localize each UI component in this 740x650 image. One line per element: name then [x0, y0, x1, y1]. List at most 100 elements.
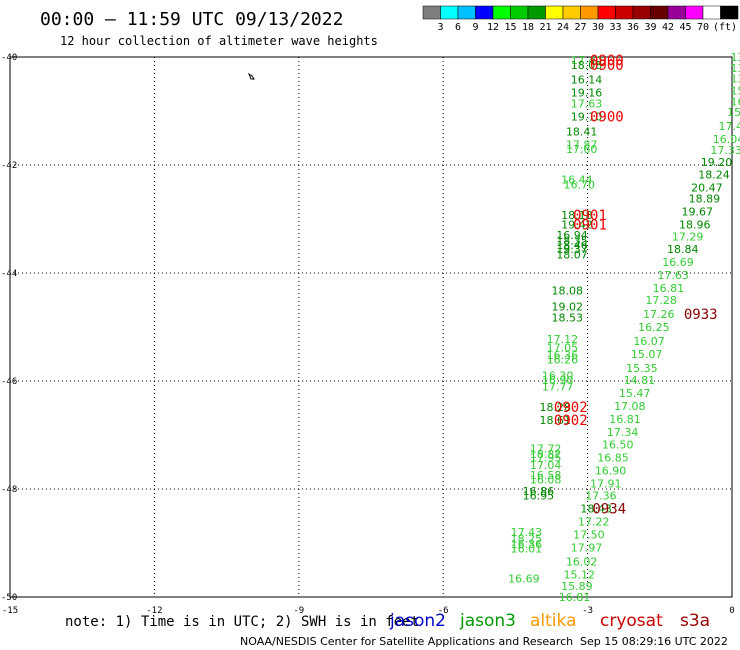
x-tick-label: -6 [438, 606, 449, 616]
pass-time-label: 0902 [554, 400, 588, 416]
y-tick-label: -42 [1, 161, 17, 171]
pass-time-label: 0901 [573, 217, 607, 233]
wave-height-point: 18.28 [539, 401, 571, 414]
wave-height-point: 13.4 [731, 62, 740, 75]
wave-height-point: 17.50 [573, 528, 605, 541]
wave-height-point: 18.96 [679, 218, 711, 231]
wave-height-point: 18.07 [556, 249, 588, 262]
wave-height-point: 17.63 [571, 97, 603, 110]
wave-height-point: 17.77 [542, 380, 574, 393]
wave-height-point: 13.7 [731, 51, 740, 64]
wave-height-point: 16.90 [542, 374, 574, 387]
wave-height-point: 19.16 [571, 87, 603, 100]
pass-time-label: 0901 [573, 208, 607, 224]
x-tick-label: 0 [729, 606, 734, 616]
wave-height-point: 16.69 [662, 256, 694, 269]
color-swatch [580, 5, 599, 20]
plot-frame [9, 56, 733, 598]
x-tick-label: -3 [582, 606, 593, 616]
pass-time-label: 0902 [554, 413, 588, 429]
wave-height-point: 18.82 [530, 448, 562, 461]
wave-height-point: 19.67 [681, 205, 713, 218]
color-swatch [632, 5, 651, 20]
color-swatch [562, 5, 581, 20]
generated-timestamp: Sep 15 08:29:16 UTC 2022 [580, 635, 728, 648]
wave-height-point: 18.41 [566, 126, 598, 139]
wave-height-point: 18.08 [571, 59, 603, 72]
credit-line: NOAA/NESDIS Center for Satellite Applica… [240, 635, 573, 648]
color-swatch [492, 5, 511, 20]
color-swatch [545, 5, 564, 20]
x-tick-label: -9 [293, 606, 304, 616]
wave-height-point: 18.25 [511, 533, 543, 546]
wave-height-point: 15.35 [626, 362, 658, 375]
wave-height-point: 17.43 [511, 526, 543, 539]
color-swatch [457, 5, 476, 20]
wave-height-point: 15.07 [631, 348, 663, 361]
wave-height-point: 15.12 [564, 568, 596, 581]
wave-height-point: 16.86 [523, 485, 555, 498]
color-scale-tick: 3 [437, 22, 443, 33]
chart-title: 00:00 — 11:59 UTC 09/13/2022 [40, 9, 343, 30]
wave-height-point: 16.36 [511, 538, 543, 551]
y-tick-label: -46 [1, 377, 17, 387]
wave-height-point: 16.70 [564, 178, 596, 191]
wave-height-point: 16.50 [602, 439, 634, 452]
wave-height-point: 16.85 [597, 452, 629, 465]
wave-height-point: 19.20 [701, 156, 733, 169]
wave-height-point: 17.04 [530, 459, 562, 472]
footnote: note: 1) Time is in UTC; 2) SWH is in fe… [65, 614, 419, 630]
wave-height-point: 16.69 [508, 573, 540, 586]
color-scale-tick: 21 [539, 22, 551, 33]
wave-height-point: 16.94 [556, 229, 588, 242]
wave-height-point: 16.14 [571, 74, 603, 87]
pass-time-label: 0934 [592, 501, 626, 517]
color-scale-tick: 12 [487, 22, 499, 33]
wave-height-point: 17.36 [585, 489, 617, 502]
wave-height-point: 17.46 [719, 120, 740, 133]
grid-lines [10, 57, 732, 597]
wave-height-point: 16.36 [547, 349, 579, 362]
x-tick-label: -12 [146, 606, 162, 616]
wave-height-point: 15.79 [727, 106, 740, 119]
wave-height-point: 16.07 [633, 335, 665, 348]
color-swatch [667, 5, 686, 20]
wave-height-point: 16.26 [547, 353, 579, 366]
wave-height-point: 17.34 [607, 426, 639, 439]
wave-height-point: 17.87 [566, 138, 598, 151]
color-swatch [527, 5, 546, 20]
color-scale-tick: 33 [609, 22, 621, 33]
color-swatch [510, 5, 529, 20]
satellite-legend-item: jason2 [389, 611, 446, 631]
pass-time-label: 0933 [684, 307, 718, 323]
wave-height-point: 17.12 [547, 333, 579, 346]
wave-height-point: 17.97 [571, 541, 603, 554]
wave-height-point: 18.35 [556, 235, 588, 248]
wave-height-point: 16.30 [542, 370, 574, 383]
wave-height-point: 16.08 [731, 95, 740, 108]
wave-height-point: 17.33 [710, 144, 740, 157]
wave-height-point: 18.46 [556, 239, 588, 252]
color-swatch [615, 5, 634, 20]
pass-time-label: 0900 [590, 53, 624, 69]
wave-height-point: 19.10 [571, 110, 603, 123]
color-swatch [597, 5, 616, 20]
wave-height-point: 16.25 [638, 321, 670, 334]
color-scale-tick: 27 [574, 22, 586, 33]
wave-height-point: 15.47 [619, 387, 651, 400]
color-swatch [685, 5, 704, 20]
color-scale-tick: 6 [455, 22, 461, 33]
wave-height-point: 15.89 [561, 580, 593, 593]
island-outline [247, 72, 255, 80]
x-tick-label: -15 [2, 606, 18, 616]
satellite-legend: jason2 jason3 altika cryosat s3a [389, 611, 710, 631]
wave-height-point: 16.81 [559, 591, 591, 604]
color-scale-tick: 15 [504, 22, 516, 33]
wave-height-point: 16.95 [523, 489, 555, 502]
color-swatch [475, 5, 494, 20]
color-scale-tick: 18 [522, 22, 534, 33]
color-swatch [720, 5, 739, 20]
wave-height-point: 16.90 [595, 465, 627, 478]
color-scale-tick: 24 [557, 22, 569, 33]
color-scale-bar [422, 5, 739, 20]
